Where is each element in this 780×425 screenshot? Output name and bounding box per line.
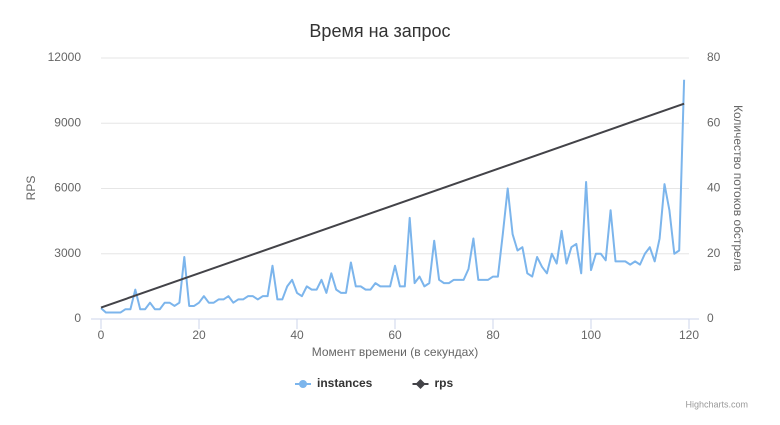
x-axis-label: Момент времени (в секундах)	[312, 345, 479, 359]
x-tick-label: 40	[290, 328, 304, 342]
y2-tick-label: 20	[707, 246, 721, 260]
y-tick-label: 12000	[48, 50, 82, 64]
y-tick-label: 9000	[54, 115, 81, 129]
y2-tick-label: 60	[707, 115, 721, 129]
chart-title: Время на запрос	[309, 21, 450, 41]
series-line	[100, 102, 685, 309]
x-tick-label: 0	[98, 328, 105, 342]
legend-label: rps	[435, 376, 454, 390]
y-tick-label: 3000	[54, 246, 81, 260]
legend-symbol	[299, 380, 307, 388]
y-tick-label: 0	[74, 311, 81, 325]
x-tick-label: 80	[486, 328, 500, 342]
series-line	[100, 79, 686, 314]
y-axis-label: RPS	[24, 176, 38, 201]
y2-tick-label: 80	[707, 50, 721, 64]
y2-tick-label: 0	[707, 311, 714, 325]
y-tick-label: 6000	[54, 181, 81, 195]
legend-symbol	[415, 379, 426, 389]
credits: Highcharts.com	[685, 399, 748, 409]
x-tick-label: 120	[679, 328, 699, 342]
y2-tick-label: 40	[707, 181, 721, 195]
x-tick-label: 100	[581, 328, 601, 342]
legend-label: instances	[317, 376, 373, 390]
x-tick-label: 20	[192, 328, 206, 342]
x-tick-label: 60	[388, 328, 402, 342]
y2-axis-label: Количество потоков обстрела	[731, 105, 745, 271]
